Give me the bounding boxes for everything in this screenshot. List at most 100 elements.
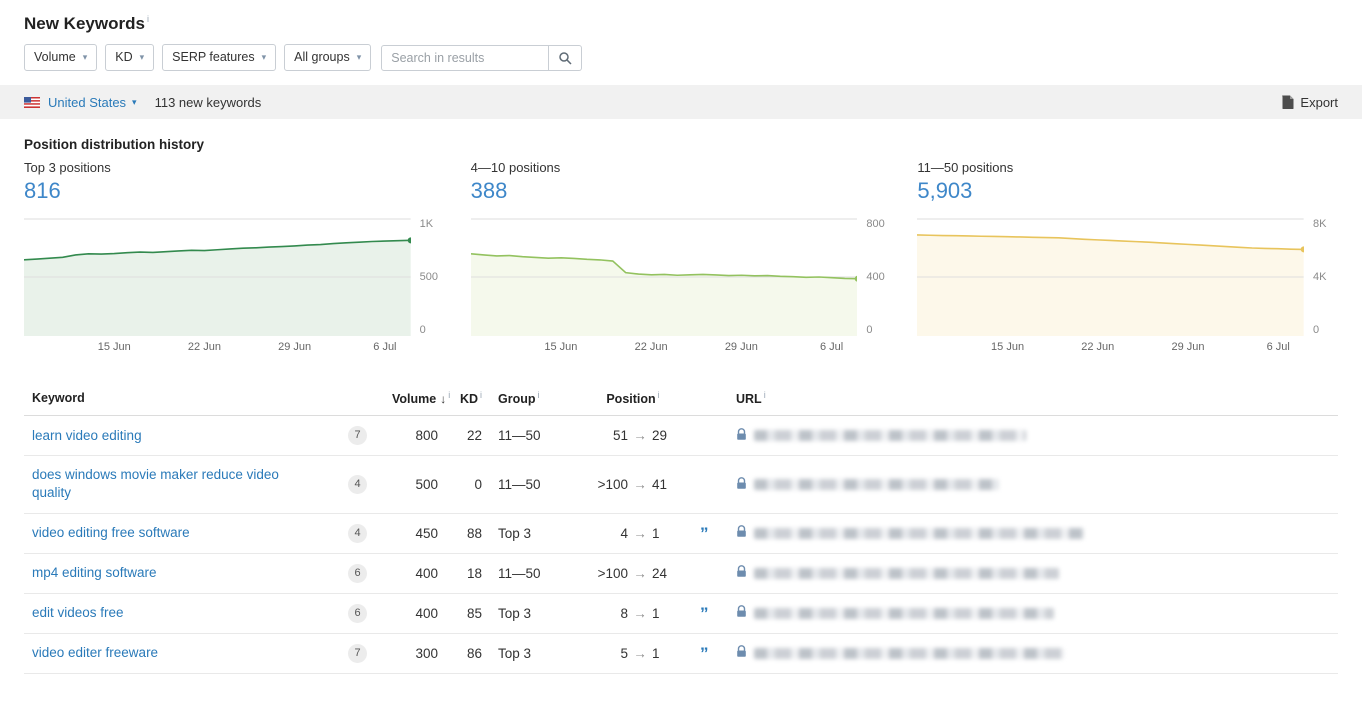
info-icon: i xyxy=(657,390,660,400)
filter-serp-label: SERP features xyxy=(172,50,255,64)
url-redacted-link[interactable] xyxy=(754,567,1059,579)
url-redacted-link[interactable] xyxy=(754,479,999,491)
keywords-table: Keyword Volume ↓ i KD i Group i Position i UR… xyxy=(24,381,1338,674)
word-count-badge: 4 xyxy=(348,474,367,494)
lock-icon xyxy=(736,645,747,661)
filter-volume-label: Volume xyxy=(34,50,76,64)
word-count-badge: 7 xyxy=(348,426,367,446)
quote-icon: ” xyxy=(700,644,709,664)
chevron-down-icon: ▾ xyxy=(356,52,362,63)
arrow-right-icon: → xyxy=(633,645,647,661)
group-cell: Top 3 xyxy=(490,633,574,674)
chart-top3-positions: Top 3 positions 816 1K 500 0 15 Jun 22 Jun 2… xyxy=(24,160,445,357)
word-count-badge: 7 xyxy=(348,643,367,663)
col-word-count xyxy=(340,381,384,417)
country-label: United States xyxy=(48,94,127,110)
filter-serp-features-dropdown[interactable]: SERP features ▾ xyxy=(162,44,277,71)
info-icon: i xyxy=(480,390,482,400)
filter-kd-dropdown[interactable]: KD ▾ xyxy=(105,44,155,71)
keyword-link[interactable]: video editing free software xyxy=(32,524,190,540)
url-redacted-link[interactable] xyxy=(754,527,1084,539)
sort-desc-icon: ↓ xyxy=(440,392,447,407)
chart-total: 816 xyxy=(24,178,61,203)
search-input[interactable] xyxy=(381,44,550,71)
position-cell: 51 → 29 xyxy=(574,415,692,457)
filter-kd-label: KD xyxy=(115,50,133,64)
chart-x-axis: 15 Jun 22 Jun 29 Jun 6 Jul xyxy=(544,341,844,353)
lock-icon xyxy=(736,476,747,493)
url-redacted-link[interactable] xyxy=(754,647,1064,659)
search-group xyxy=(381,44,583,71)
arrow-right-icon: → xyxy=(633,605,647,621)
chart-plot xyxy=(24,218,411,336)
col-kd[interactable]: KD i xyxy=(446,381,490,417)
search-icon xyxy=(559,51,572,65)
table-row: video editing free software 4 450 88 Top 3 4 →… xyxy=(24,513,1338,554)
kd-cell: 88 xyxy=(446,513,490,554)
position-cell: 5 → 1 xyxy=(574,633,692,674)
keywords-table-body: learn video editing 7 800 22 11—50 51 → 29 does … xyxy=(24,415,1338,674)
position-cell: 4 → 1 xyxy=(574,513,692,554)
col-keyword[interactable]: Keyword xyxy=(24,381,340,417)
col-volume[interactable]: Volume ↓ i xyxy=(384,381,450,417)
keyword-link[interactable]: does windows movie maker reduce video qu… xyxy=(32,467,279,501)
col-position[interactable]: Position i xyxy=(574,381,692,417)
table-row: video editer freeware 7 300 86 Top 3 5 → 1 ” xyxy=(24,633,1338,674)
chart-plot xyxy=(470,218,858,336)
filter-bar: Volume ▾ KD ▾ SERP features ▾ All groups… xyxy=(24,44,1338,71)
chart-y-axis: 1K 500 0 xyxy=(419,218,439,336)
keyword-link[interactable]: edit videos free xyxy=(32,604,124,620)
group-cell: Top 3 xyxy=(490,593,574,634)
info-icon: i xyxy=(146,14,149,25)
page-title: New Keywords i xyxy=(24,14,149,33)
col-group[interactable]: Group i xyxy=(490,381,574,417)
table-row: does windows movie maker reduce video qu… xyxy=(24,455,1338,514)
chart-total: 5,903 xyxy=(917,178,973,203)
chart-x-axis: 15 Jun 22 Jun 29 Jun 6 Jul xyxy=(97,341,397,353)
filter-groups-dropdown[interactable]: All groups ▾ xyxy=(284,44,372,71)
col-url[interactable]: URL i xyxy=(728,381,1338,417)
quote-icon: ” xyxy=(700,604,709,624)
word-count-badge: 6 xyxy=(348,603,367,623)
chart-y-axis: 800 400 0 xyxy=(866,218,885,336)
lock-icon xyxy=(736,565,747,581)
lock-icon xyxy=(736,428,747,444)
lock-icon xyxy=(736,525,747,541)
keyword-link[interactable]: video editer freeware xyxy=(32,644,159,660)
position-cell: >100 → 24 xyxy=(574,553,692,594)
col-quote xyxy=(692,381,728,417)
table-header-row: Keyword Volume ↓ i KD i Group i Position i UR… xyxy=(24,381,1338,417)
group-cell: Top 3 xyxy=(490,513,574,554)
volume-cell: 400 xyxy=(384,593,446,634)
filter-volume-dropdown[interactable]: Volume ▾ xyxy=(24,44,98,71)
volume-cell: 500 xyxy=(384,455,446,514)
filter-groups-label: All groups xyxy=(294,50,350,64)
kd-cell: 18 xyxy=(446,553,490,594)
url-redacted-link[interactable] xyxy=(754,607,1054,619)
search-button[interactable] xyxy=(549,44,583,71)
position-cell: 8 → 1 xyxy=(574,593,692,634)
info-icon: i xyxy=(537,390,540,400)
volume-cell: 450 xyxy=(384,513,446,554)
quote-icon: ” xyxy=(700,524,709,544)
volume-cell: 400 xyxy=(384,553,446,594)
position-distribution-charts: Top 3 positions 816 1K 500 0 15 Jun 22 Jun 2… xyxy=(0,160,1362,357)
export-button[interactable]: Export xyxy=(1282,95,1338,110)
chart-title: 11—50 positions xyxy=(917,160,1014,175)
url-redacted-link[interactable] xyxy=(754,430,1026,442)
word-count-badge: 4 xyxy=(348,523,367,543)
info-icon: i xyxy=(763,390,766,400)
keyword-link[interactable]: learn video editing xyxy=(32,427,142,443)
lock-icon xyxy=(736,605,747,621)
keyword-link[interactable]: mp4 editing software xyxy=(32,564,157,580)
volume-cell: 300 xyxy=(384,633,446,674)
chevron-down-icon: ▾ xyxy=(139,52,145,63)
export-file-icon xyxy=(1282,95,1294,109)
chart-y-axis: 8K 4K 0 xyxy=(1313,218,1327,336)
chevron-down-icon: ▾ xyxy=(261,52,267,63)
country-bar: United States ▾ 113 new keywords Export xyxy=(0,85,1362,119)
kd-cell: 86 xyxy=(446,633,490,674)
country-selector[interactable]: United States ▾ xyxy=(48,95,137,110)
chart-title: Top 3 positions xyxy=(24,160,111,175)
chart-title: 4—10 positions xyxy=(470,160,561,175)
